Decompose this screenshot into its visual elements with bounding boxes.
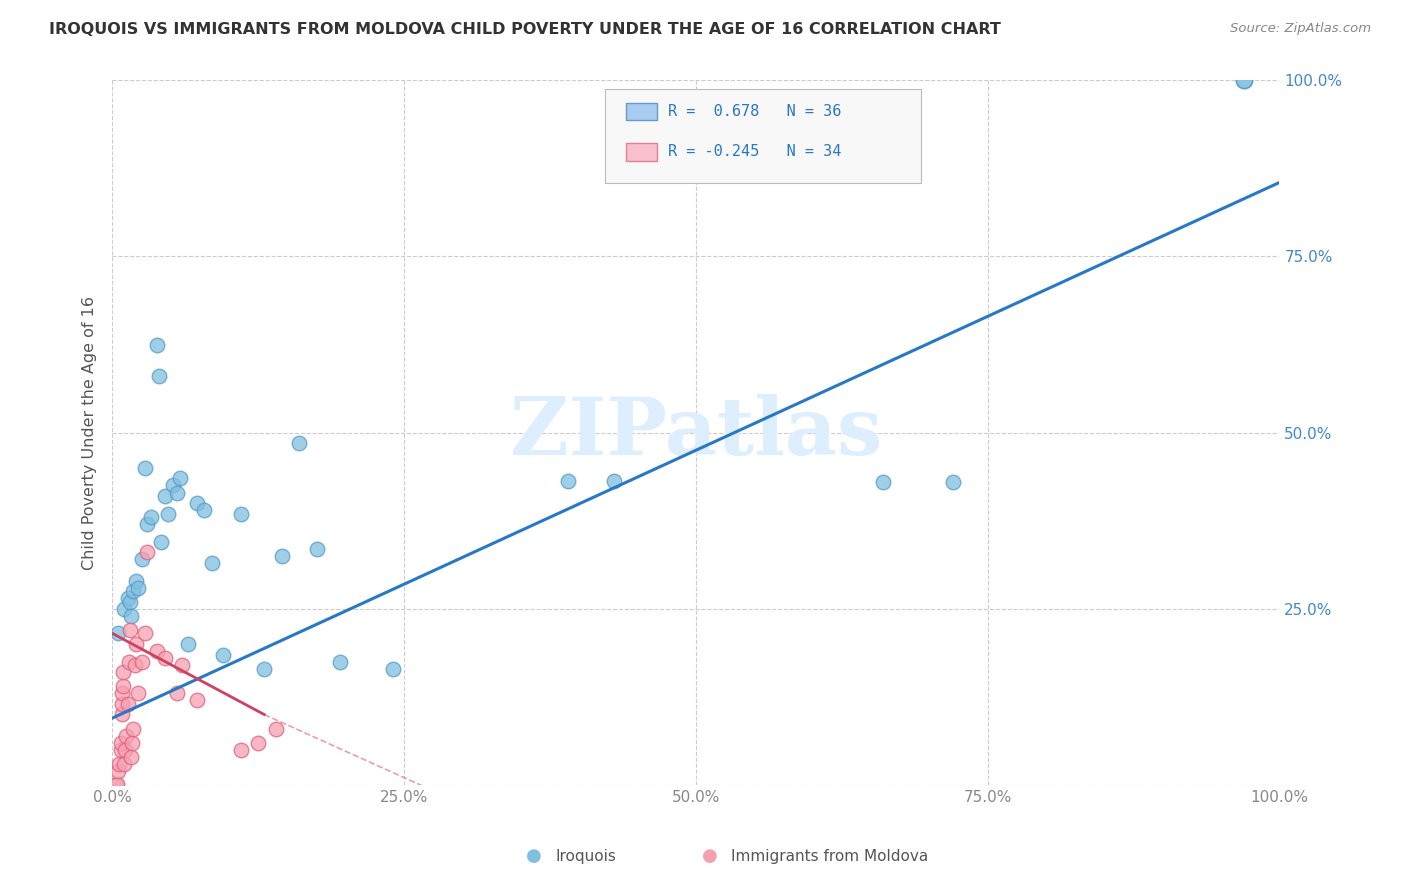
Point (162, 478, 184, 492)
Point (264, 722, 287, 736)
Point (148, 369, 170, 384)
Text: Iroquois: Iroquois (555, 849, 616, 863)
Point (120, 749, 142, 764)
Point (105, 777, 128, 791)
Point (150, 534, 173, 549)
Point (136, 517, 159, 532)
Point (131, 552, 153, 566)
Point (146, 644, 169, 658)
Text: IROQUOIS VS IMMIGRANTS FROM MOLDOVA CHILD POVERTY UNDER THE AGE OF 16 CORRELATIO: IROQUOIS VS IMMIGRANTS FROM MOLDOVA CHIL… (49, 22, 1001, 37)
Point (253, 662, 276, 676)
Point (111, 697, 134, 711)
Point (229, 507, 252, 521)
Point (120, 608, 142, 623)
Point (212, 648, 235, 662)
Point (121, 736, 143, 750)
Point (115, 729, 138, 743)
Text: R = -0.245   N = 34: R = -0.245 N = 34 (668, 145, 841, 159)
Point (117, 697, 139, 711)
Point (131, 655, 153, 669)
Text: Source: ZipAtlas.com: Source: ZipAtlas.com (1230, 22, 1371, 36)
Text: ●: ● (526, 847, 543, 865)
Point (146, 337, 169, 351)
Point (108, 756, 131, 771)
Point (104, 778, 127, 792)
Y-axis label: Child Poverty Under the Age of 16: Child Poverty Under the Age of 16 (82, 295, 97, 570)
Point (127, 581, 149, 595)
Point (172, 658, 194, 673)
Text: R =  0.678   N = 36: R = 0.678 N = 36 (668, 104, 841, 119)
Point (247, 736, 270, 750)
Point (110, 736, 132, 750)
Point (118, 623, 141, 637)
Point (111, 686, 134, 700)
Point (124, 658, 146, 673)
Point (603, 474, 626, 488)
Point (229, 742, 252, 756)
Point (125, 574, 148, 588)
Point (111, 679, 134, 693)
Point (136, 545, 159, 559)
Point (166, 686, 188, 700)
Point (557, 474, 579, 488)
Point (381, 662, 404, 676)
Point (166, 485, 188, 500)
Point (193, 503, 215, 517)
Point (122, 584, 145, 599)
Point (157, 507, 180, 521)
Point (111, 665, 134, 680)
Point (112, 756, 135, 771)
Point (122, 722, 145, 736)
Point (872, 475, 894, 489)
Point (134, 460, 156, 475)
Point (177, 637, 200, 651)
Text: ZIPatlas: ZIPatlas (510, 393, 882, 472)
Point (125, 637, 148, 651)
Point (118, 595, 141, 609)
Point (112, 601, 135, 615)
Point (111, 707, 134, 722)
Point (305, 541, 328, 556)
Point (1233, 73, 1256, 87)
Point (153, 651, 176, 665)
Text: Immigrants from Moldova: Immigrants from Moldova (731, 849, 928, 863)
Point (288, 436, 311, 450)
Point (270, 549, 292, 563)
Point (186, 496, 208, 510)
Point (107, 764, 129, 778)
Point (134, 626, 156, 640)
Point (107, 626, 129, 640)
Point (110, 742, 132, 756)
Point (169, 471, 191, 485)
Text: ●: ● (702, 847, 718, 865)
Point (118, 655, 141, 669)
Point (329, 655, 352, 669)
Point (186, 693, 208, 707)
Point (201, 556, 224, 570)
Point (127, 686, 149, 700)
Point (139, 510, 162, 524)
Point (117, 591, 139, 606)
Point (153, 489, 176, 503)
Point (942, 475, 965, 489)
Point (114, 742, 136, 756)
